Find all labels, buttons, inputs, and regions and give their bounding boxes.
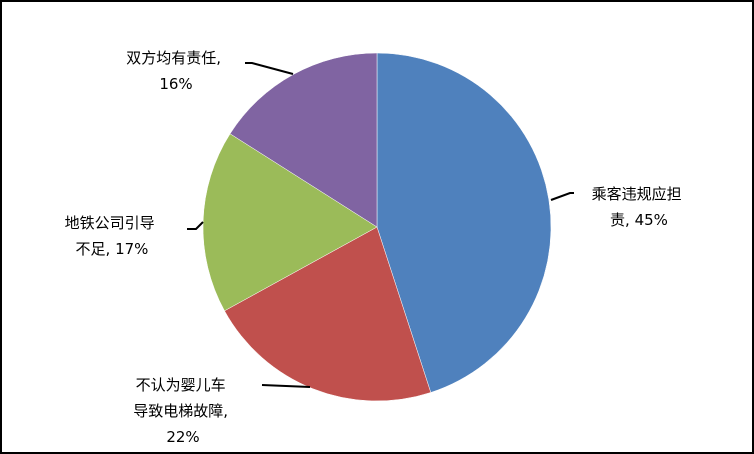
label-3: 双方均有责任, 16%: [126, 49, 226, 93]
leader-line-3: [245, 62, 294, 75]
pie-slice-2: [202, 133, 378, 312]
label-1: 不认为婴儿车 导致电梯故障, 22%: [133, 376, 233, 446]
leader-line-1: [261, 384, 311, 388]
pie-slice-0: [376, 52, 552, 393]
leader-line-0: [550, 192, 574, 201]
leader-line-2: [187, 221, 204, 230]
label-2: 地铁公司引导 不足, 17%: [65, 214, 160, 258]
pie-slice-3: [229, 52, 378, 228]
pie-slice-1: [224, 226, 432, 402]
label-0: 乘客违规应担 责, 45%: [592, 185, 687, 229]
